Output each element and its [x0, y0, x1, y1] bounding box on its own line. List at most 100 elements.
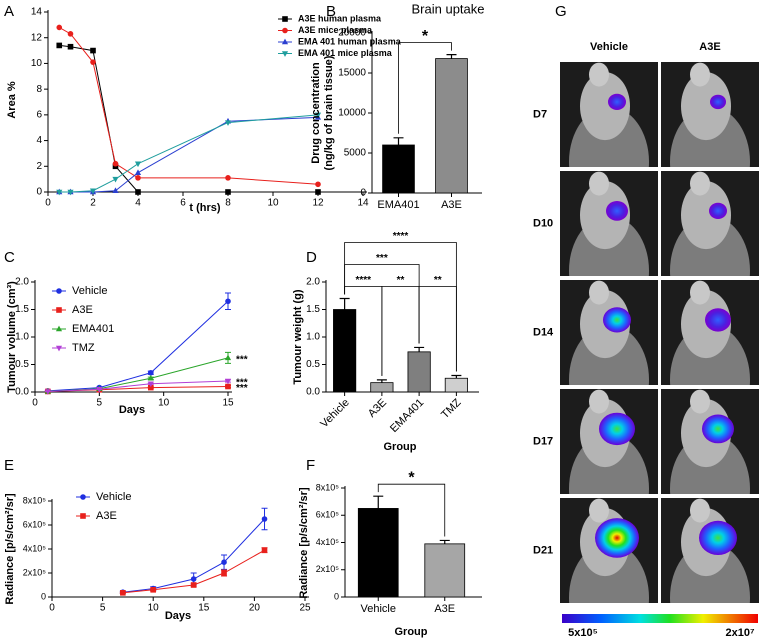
- marker: [282, 27, 288, 34]
- y-axis-label: Area %: [6, 81, 18, 119]
- row-label: D21: [533, 544, 553, 556]
- marker: [225, 189, 231, 195]
- mouse-snout: [690, 171, 710, 196]
- marker: [120, 590, 126, 596]
- marker: [225, 175, 231, 181]
- x-tick-label: 14: [357, 198, 369, 209]
- y-tick-label: 0: [360, 188, 366, 199]
- marker: [89, 188, 97, 195]
- marker: [44, 389, 51, 395]
- legend-label: Vehicle: [72, 285, 107, 297]
- y-tick-label: 0: [334, 591, 339, 601]
- image-cell: [661, 62, 759, 167]
- legend-label: EMA 401 human plasma: [298, 36, 402, 46]
- series-line: [59, 116, 319, 193]
- colorbar-max: 2x10⁷: [725, 627, 754, 639]
- row-label: D17: [533, 435, 553, 447]
- error-bar: [439, 539, 450, 544]
- panel-letter: A: [4, 3, 14, 20]
- marker: [55, 345, 63, 352]
- mouse-snout: [589, 62, 609, 87]
- mouse-snout: [690, 62, 710, 87]
- significance-label: ***: [376, 253, 388, 264]
- y-tick-label: 12: [31, 32, 43, 43]
- mouse-head: [580, 181, 630, 250]
- x-tick-label: 10: [148, 603, 160, 614]
- image-cell: [661, 280, 759, 385]
- colorbar-min: 5x10⁵: [568, 627, 598, 639]
- marker: [135, 175, 141, 181]
- chart-title: Brain uptake: [412, 1, 485, 16]
- error-bar: [376, 379, 387, 383]
- x-tick-label: 10: [267, 198, 279, 209]
- panel-letter: B: [326, 3, 336, 20]
- bar: [382, 144, 415, 194]
- x-tick-label: 0: [32, 398, 38, 409]
- bioluminescence-signal: [702, 414, 734, 444]
- panel-letter: C: [4, 249, 15, 266]
- bar: [435, 58, 468, 194]
- bar: [407, 351, 431, 393]
- legend-label: EMA401: [72, 323, 114, 335]
- x-tick-label: 15: [198, 603, 210, 614]
- image-cell: [661, 171, 759, 276]
- marker: [224, 378, 232, 385]
- x-tick-label: EMA401: [377, 199, 419, 211]
- y-tick-label: 6x10⁵: [23, 519, 47, 529]
- x-tick-label: 10: [158, 398, 170, 409]
- x-tick-label: A3E: [434, 603, 455, 615]
- y-tick-label: 0: [41, 591, 46, 601]
- x-axis-label: Days: [119, 404, 145, 416]
- y-tick-label: 6: [36, 109, 42, 120]
- y-tick-label: 8x10⁵: [316, 482, 340, 492]
- legend-label: A3E human plasma: [298, 13, 382, 23]
- marker: [147, 374, 154, 381]
- marker: [315, 189, 321, 195]
- marker: [80, 494, 86, 500]
- annotation: ***: [236, 378, 248, 389]
- y-axis-label: (ng/kg of brain tissue): [323, 55, 335, 170]
- error-bar: [393, 137, 404, 145]
- x-tick-label: 6: [180, 198, 186, 209]
- significance-bracket: [377, 483, 446, 537]
- x-tick-label: 0: [49, 603, 55, 614]
- marker: [221, 559, 227, 565]
- mouse-snout: [690, 389, 710, 414]
- row-label: D14: [533, 326, 554, 338]
- x-tick-label: 5: [97, 398, 103, 409]
- marker: [56, 24, 63, 31]
- annotation: ***: [236, 383, 248, 394]
- x-tick-label: EMA401: [388, 397, 426, 435]
- y-tick-label: 1.0: [306, 332, 320, 343]
- mouse-head: [681, 181, 731, 250]
- mouse-snout: [589, 498, 609, 523]
- marker: [190, 576, 197, 582]
- x-tick-label: 4: [135, 198, 141, 209]
- series-line: [59, 26, 319, 185]
- marker: [112, 160, 119, 167]
- significance-label: **: [434, 275, 442, 286]
- legend-label: Vehicle: [96, 491, 131, 503]
- y-tick-label: 0.0: [15, 387, 29, 398]
- y-axis-label: Radiance [p/s/cm²/sr]: [298, 487, 310, 599]
- mouse-head: [580, 72, 630, 141]
- bioluminescence-signal: [606, 201, 628, 221]
- x-axis-label: Group: [395, 626, 428, 638]
- marker: [261, 516, 268, 522]
- y-tick-label: 0.5: [306, 359, 320, 370]
- image-cell: [560, 389, 658, 494]
- annotation: ***: [236, 355, 248, 366]
- x-tick-label: 15: [222, 398, 234, 409]
- marker: [150, 587, 156, 593]
- marker: [134, 169, 142, 175]
- marker: [314, 112, 322, 119]
- bioluminescence-signal: [705, 308, 731, 332]
- marker: [56, 288, 62, 294]
- y-tick-label: 5000: [344, 148, 367, 159]
- marker: [147, 381, 154, 388]
- mouse-head: [681, 72, 731, 141]
- y-tick-label: 2x10⁵: [23, 567, 47, 577]
- marker: [148, 369, 154, 376]
- legend-label: A3E: [96, 510, 117, 522]
- y-tick-label: 1.5: [15, 304, 29, 315]
